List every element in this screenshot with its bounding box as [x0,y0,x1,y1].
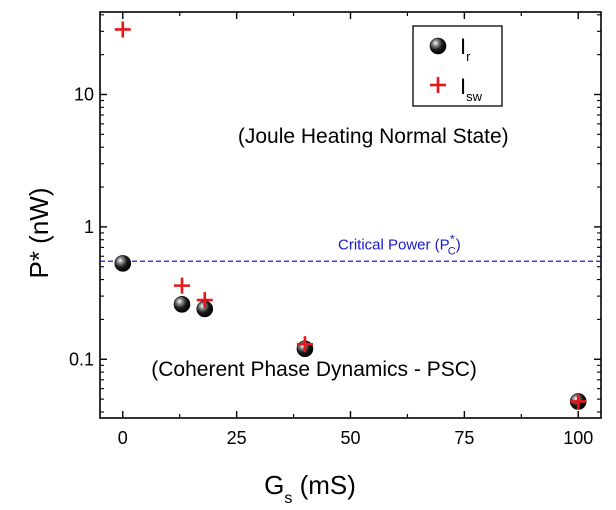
critical-power-label-close: ) [456,236,461,253]
legend-label-ir-main: I [460,34,466,59]
legend-label-isw: Isw [460,74,483,104]
y-tick-label: 10 [74,85,94,105]
y-tick-label: 1 [84,217,94,237]
annotations: (Joule Heating Normal State) (Coherent Ph… [151,125,508,381]
x-tick-label: 0 [118,428,128,448]
x-tick-label: 100 [563,428,593,448]
x-axis-title-unit: (mS) [292,470,356,500]
critical-power-label: Critical Power (P* C) [338,231,461,257]
y-axis-ticks: 0.1 1 10 [69,14,601,413]
critical-power-label-sub: C [448,245,456,257]
legend-label-ir: Ir [460,34,471,64]
critical-power-label-main: Critical Power (P [338,236,450,253]
y-tick-label: 0.1 [69,349,94,369]
point-isw [196,292,213,309]
legend-label-isw-main: I [460,74,466,99]
point-isw [114,21,131,38]
critical-power-label-sup: * [450,231,455,246]
x-tick-label: 50 [340,428,360,448]
point-ir [173,296,191,313]
point-ir [114,255,132,272]
point-isw [570,393,587,410]
x-axis-title-sub: s [284,490,292,507]
point-isw [173,277,190,294]
data-points [114,21,587,410]
legend-marker-ir [429,37,447,55]
legend-box [412,25,503,107]
region-annotation: (Coherent Phase Dynamics - PSC) [151,358,477,381]
legend-marker-isw [430,77,446,93]
x-axis-title: Gs (mS) [264,470,356,507]
critical-power-line-group: Critical Power (P* C) [100,231,601,262]
legend-label-ir-sub: r [466,49,471,64]
y-axis-title: P* (nW) [24,188,54,279]
x-tick-label: 75 [454,428,474,448]
region-annotation: (Joule Heating Normal State) [238,125,509,148]
x-axis-title-main: G [264,470,284,500]
x-axis-ticks: 0 25 50 75 100 [118,12,593,448]
point-isw [296,336,313,353]
x-tick-label: 25 [227,428,247,448]
legend-label-isw-sub: sw [466,89,483,104]
